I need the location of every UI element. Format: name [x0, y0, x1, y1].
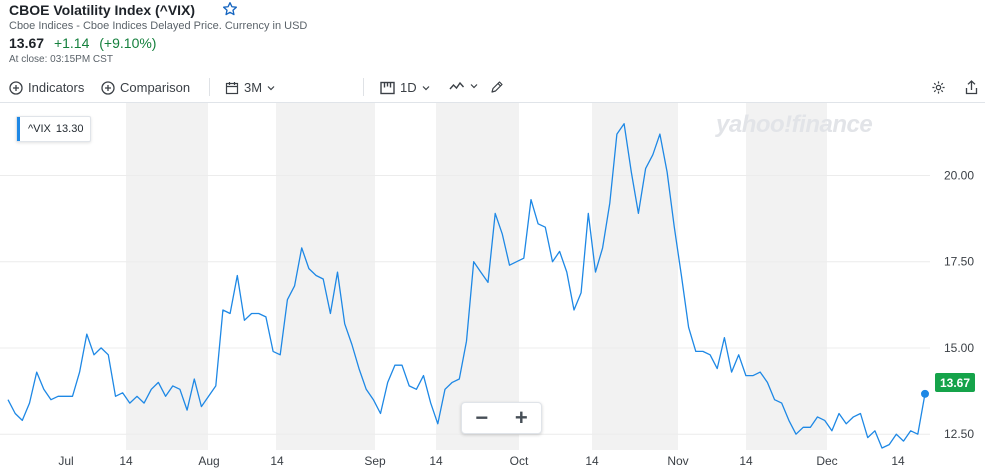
range-label: 3M: [244, 80, 263, 95]
x-tick-label: Aug: [198, 454, 219, 468]
interval-label: 1D: [400, 80, 417, 95]
settings-button[interactable]: [931, 80, 946, 95]
chart-type-selector[interactable]: [449, 80, 478, 92]
unshaded-band: [678, 103, 746, 450]
legend-color-swatch: [17, 117, 20, 141]
toolbar-divider: [363, 78, 364, 96]
price-row: 13.67 +1.14 (+9.10%): [9, 35, 156, 51]
share-icon: [965, 80, 978, 95]
toolbar-divider: [209, 78, 210, 96]
zoom-out-button[interactable]: −: [475, 405, 489, 430]
x-tick-label: 14: [891, 454, 905, 468]
month-shading: [65, 103, 930, 450]
series-legend[interactable]: ^VIX 13.30: [16, 116, 92, 142]
x-tick-label: Jul: [58, 454, 73, 468]
x-tick-label: Oct: [510, 454, 529, 468]
unshaded-band: [208, 103, 276, 450]
range-selector[interactable]: 3M: [225, 80, 275, 95]
x-tick-label: Dec: [816, 454, 837, 468]
x-tick-label: 14: [429, 454, 443, 468]
gear-icon: [932, 81, 945, 94]
vix-price-line: [7, 123, 926, 449]
shaded-band: [746, 103, 827, 450]
candlestick-icon: [380, 81, 395, 94]
x-tick-label: Sep: [364, 454, 386, 468]
close-time: At close: 03:15PM CST: [9, 54, 113, 65]
current-price: 13.67: [9, 35, 45, 51]
y-axis-labels: 12.50 15.00 17.50 20.00: [944, 168, 974, 441]
y-tick-label: 15.00: [944, 341, 974, 355]
draw-tool-button[interactable]: [490, 80, 504, 94]
legend-symbol: ^VIX: [28, 123, 51, 135]
last-price-dot: [921, 389, 929, 398]
chevron-down-icon: [422, 85, 430, 90]
unshaded-band: [519, 103, 592, 450]
chart-toolbar: Indicators Comparison 3M 1D: [0, 74, 985, 103]
shaded-band: [276, 103, 375, 450]
x-tick-label: Nov: [667, 454, 688, 468]
y-tick-label: 17.50: [944, 255, 974, 269]
calendar-icon: [225, 81, 239, 94]
y-tick-label: 12.50: [944, 427, 974, 441]
quote-source: Cboe Indices - Cboe Indices Delayed Pric…: [9, 20, 308, 32]
indicators-button[interactable]: Indicators: [9, 80, 84, 95]
plus-circle-icon: [101, 80, 115, 95]
last-price-tag: 13.67: [935, 373, 975, 392]
legend-value: 13.30: [55, 123, 84, 135]
price-change: +1.14: [53, 35, 90, 51]
line-chart-icon: [449, 81, 465, 90]
pencil-icon: [491, 81, 503, 93]
share-button[interactable]: [965, 80, 978, 95]
x-tick-label: 14: [585, 454, 599, 468]
star-icon[interactable]: [222, 1, 238, 17]
x-axis-labels: Jul 14 Aug 14 Sep 14 Oct 14 Nov 14 Dec 14: [58, 454, 905, 468]
comparison-label: Comparison: [120, 80, 191, 95]
chevron-down-icon: [267, 85, 275, 90]
chevron-down-icon: [470, 84, 478, 89]
shaded-band: [592, 103, 678, 450]
page-title: CBOE Volatility Index (^VIX): [9, 2, 196, 18]
x-tick-label: 14: [739, 454, 753, 468]
x-tick-label: 14: [119, 454, 133, 468]
x-tick-label: 14: [270, 454, 284, 468]
price-chart[interactable]: 12.50 15.00 17.50 20.00 Jul 14 Aug 14 Sep 14 Oct 1…: [0, 103, 985, 473]
shaded-band: [436, 103, 519, 450]
zoom-in-button[interactable]: +: [514, 405, 528, 430]
shaded-band: [126, 103, 208, 450]
interval-selector[interactable]: 1D: [380, 80, 430, 95]
zoom-controls: − +: [461, 402, 542, 434]
comparison-button[interactable]: Comparison: [101, 80, 190, 95]
plus-circle-icon: [9, 80, 23, 95]
yahoo-finance-logo: yahoo!finance: [716, 111, 873, 138]
indicators-label: Indicators: [28, 80, 85, 95]
y-tick-label: 20.00: [944, 168, 974, 182]
price-change-percent: (+9.10%): [99, 35, 157, 51]
unshaded-band: [65, 103, 126, 450]
unshaded-band: [827, 103, 898, 450]
